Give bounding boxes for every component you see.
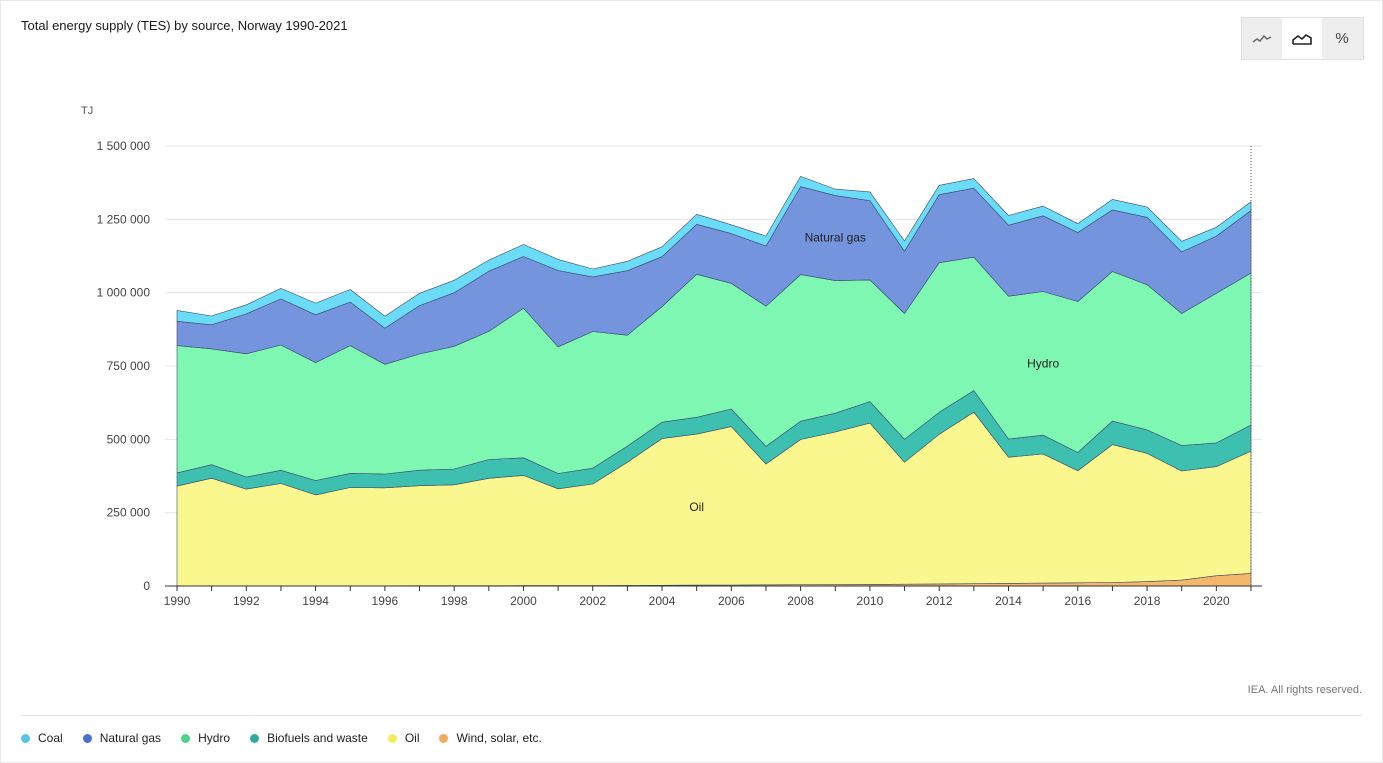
x-tick-label: 2000	[510, 594, 537, 608]
area-series	[176, 176, 1252, 587]
legend-swatch	[250, 733, 260, 743]
x-tick-label: 2012	[926, 594, 953, 608]
legend-item-wind-solar-etc[interactable]: Wind, solar, etc.	[439, 731, 542, 745]
x-tick-label: 2008	[787, 594, 814, 608]
x-tick-label: 2002	[579, 594, 606, 608]
area-chart: 0 250 000 500 000 750 000 1 000 000 1 250 000…	[81, 105, 1262, 608]
legend: Coal Natural gas Hydro Biofuels and waste Oi…	[21, 731, 562, 745]
credit-text: IEA. All rights reserved.	[1247, 684, 1362, 696]
y-tick-label: 750 000	[107, 359, 151, 373]
legend-item-oil[interactable]: Oil	[387, 731, 420, 745]
x-tick-label: 1996	[372, 594, 399, 608]
x-tick-label: 1992	[233, 594, 260, 608]
legend-swatch	[387, 733, 397, 743]
x-tick-label: 2018	[1134, 594, 1161, 608]
x-tick-label: 2004	[649, 594, 676, 608]
area-chart-icon	[1292, 33, 1312, 45]
legend-item-coal[interactable]: Coal	[21, 731, 63, 745]
legend-swatch	[439, 733, 449, 743]
legend-label: Oil	[404, 731, 420, 745]
series-annotation: Oil	[689, 500, 704, 514]
area-view-button[interactable]	[1282, 18, 1322, 59]
area-coal[interactable]	[176, 176, 1252, 329]
x-tick-label: 2014	[995, 594, 1022, 608]
legend-label: Biofuels and waste	[267, 731, 368, 745]
y-tick-label: 0	[143, 579, 150, 593]
legend-label: Natural gas	[99, 731, 162, 745]
x-tick-label: 2006	[718, 594, 745, 608]
legend-swatch	[181, 733, 191, 743]
legend-label: Coal	[38, 731, 63, 745]
x-tick-label: 2020	[1203, 594, 1230, 608]
legend-label: Wind, solar, etc.	[456, 731, 542, 745]
view-toggle: %	[1241, 17, 1364, 60]
y-tick-label: 1 500 000	[97, 139, 151, 153]
percent-view-button[interactable]: %	[1322, 18, 1362, 59]
x-axis: 1990 1992 1994 1996 1998 2000 2002 2004 2006 2008…	[164, 585, 1262, 608]
series-annotation: Natural gas	[805, 230, 866, 244]
y-tick-label: 1 250 000	[97, 212, 151, 226]
series-annotation: Hydro	[1027, 356, 1059, 370]
y-tick-label: 250 000	[107, 506, 151, 520]
legend-swatch	[21, 733, 30, 743]
y-axis: 0 250 000 500 000 750 000 1 000 000 1 250 000…	[97, 139, 151, 593]
percent-icon: %	[1335, 30, 1349, 47]
line-chart-icon	[1252, 34, 1272, 43]
legend-swatch	[82, 733, 92, 743]
chart-title: Total energy supply (TES) by source, Nor…	[21, 18, 348, 33]
legend-item-hydro[interactable]: Hydro	[181, 731, 230, 745]
annotations: Natural gas Hydro Oil	[689, 230, 1059, 514]
x-tick-label: 1990	[164, 594, 191, 608]
legend-item-biofuels-and-waste[interactable]: Biofuels and waste	[250, 731, 368, 745]
x-tick-label: 1994	[302, 594, 329, 608]
x-tick-label: 1998	[441, 594, 468, 608]
legend-item-natural-gas[interactable]: Natural gas	[82, 731, 162, 745]
legend-divider	[21, 715, 1362, 716]
y-tick-label: 500 000	[107, 432, 151, 446]
x-tick-label: 2010	[857, 594, 884, 608]
y-tick-label: 1 000 000	[97, 286, 151, 300]
x-tick-label: 2016	[1064, 594, 1091, 608]
line-view-button[interactable]	[1242, 18, 1282, 59]
legend-label: Hydro	[198, 731, 231, 745]
y-axis-unit: TJ	[81, 105, 93, 117]
